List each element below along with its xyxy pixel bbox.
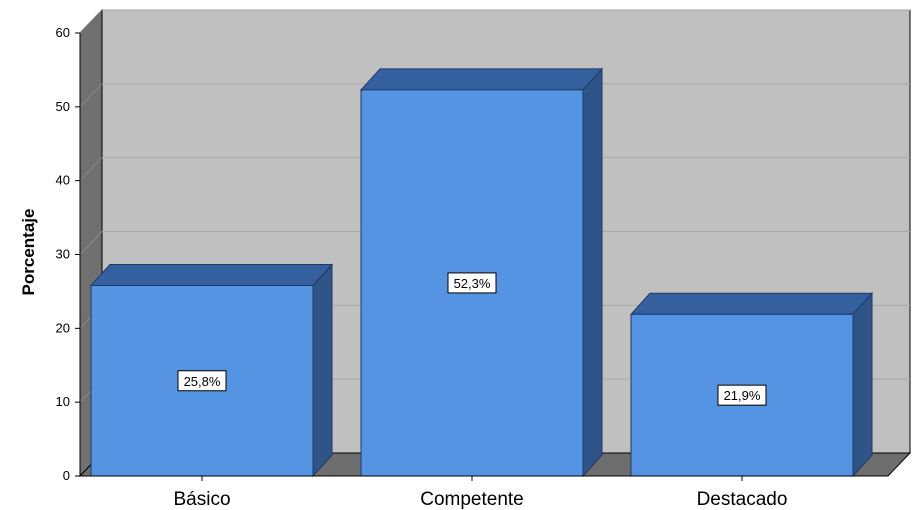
y-tick-label: 0 <box>63 468 70 483</box>
y-tick-label: 30 <box>56 247 70 262</box>
y-tick-label: 60 <box>56 25 70 40</box>
data-label-text: 52,3% <box>454 276 491 291</box>
bars: 25,8% 52,3% 21,9% <box>89 67 874 478</box>
data-label: 21,9% <box>717 384 767 406</box>
bar-side <box>852 292 873 478</box>
y-tick-label: 50 <box>56 99 70 114</box>
y-axis-ticks: 0 10 20 30 40 50 60 <box>56 25 81 483</box>
bar-side <box>582 67 603 478</box>
data-label-box <box>717 384 767 406</box>
data-label: 25,8% <box>177 370 227 392</box>
y-tick-label: 10 <box>56 394 70 409</box>
y-tick-label: 20 <box>56 320 70 335</box>
bar-top <box>89 264 334 287</box>
gridline-side <box>79 83 103 108</box>
bar: 25,8% <box>89 263 334 478</box>
data-label-box <box>177 370 227 392</box>
gridline-side <box>79 157 103 182</box>
y-tick-label: 40 <box>56 173 70 188</box>
data-label: 52,3% <box>447 272 497 294</box>
bar-top <box>629 292 874 315</box>
bar: 52,3% <box>359 67 604 478</box>
data-label-box <box>447 272 497 294</box>
bar-top <box>359 68 604 91</box>
gridline-side <box>79 9 103 34</box>
gridline-side <box>79 231 103 255</box>
data-label-text: 21,9% <box>724 388 761 403</box>
bar-side <box>312 263 333 478</box>
x-category-label: Competente <box>420 489 524 510</box>
x-category-label: Básico <box>173 489 230 510</box>
x-category-label: Destacado <box>697 489 788 510</box>
bar: 21,9% <box>629 292 874 478</box>
y-axis-label: Porcentaje <box>19 209 38 296</box>
x-axis-categories: Básico Competente Destacado <box>80 475 888 510</box>
data-label-text: 25,8% <box>184 374 221 389</box>
